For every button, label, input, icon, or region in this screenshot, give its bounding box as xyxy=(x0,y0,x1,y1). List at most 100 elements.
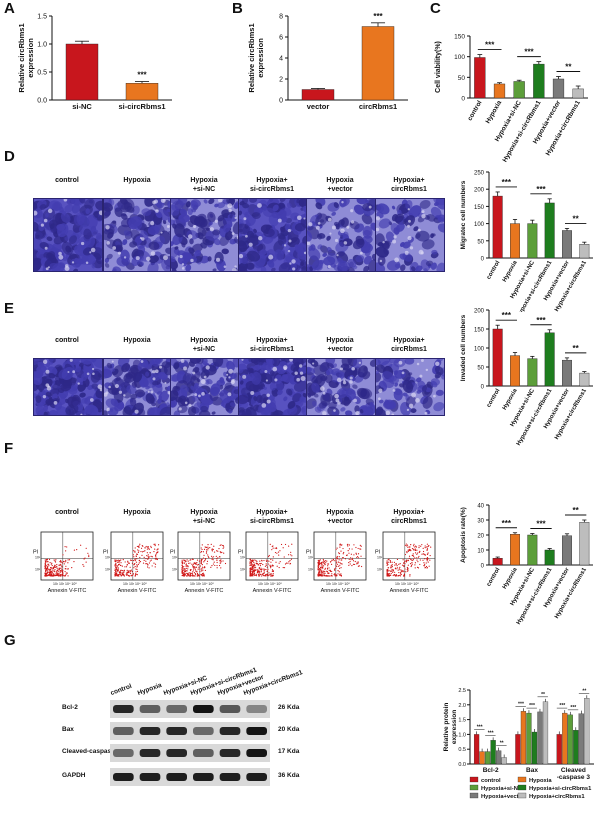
event-dot xyxy=(201,567,203,570)
group-header: Hypoxia+ si-circRbms1 xyxy=(250,509,294,525)
flow-tick: 10³ xyxy=(35,555,41,559)
cell-blob xyxy=(378,399,384,404)
cell-blob xyxy=(188,361,195,367)
event-dot xyxy=(131,574,134,576)
cell-blob xyxy=(182,372,193,385)
cell-blob xyxy=(114,207,123,218)
event-dot xyxy=(67,559,69,561)
y-axis-label: Relative protein xyxy=(443,703,450,752)
event-dot xyxy=(340,574,342,577)
event-dot xyxy=(59,571,62,573)
bar-control xyxy=(492,195,503,259)
event-dot xyxy=(137,551,140,553)
cell-blob xyxy=(97,373,102,378)
event-dot xyxy=(195,573,197,576)
cell-blob xyxy=(381,371,395,383)
event-dot xyxy=(212,556,215,558)
bar-circrbms1 xyxy=(361,26,395,101)
event-dot xyxy=(317,563,320,566)
pore-dot xyxy=(45,267,49,271)
event-dot xyxy=(418,551,420,553)
cell-blob xyxy=(307,366,312,374)
event-dot xyxy=(254,568,256,570)
cell-blob xyxy=(269,382,277,391)
event-dot xyxy=(328,569,330,571)
event-dot xyxy=(358,565,360,567)
event-dot xyxy=(338,552,340,554)
event-dot xyxy=(407,570,409,572)
pore-dot xyxy=(187,234,193,239)
event-dot xyxy=(212,559,214,561)
cell-blob xyxy=(48,410,58,415)
event-dot xyxy=(197,575,199,577)
event-dot xyxy=(270,565,272,567)
bar-hypoxia-si-nc xyxy=(527,223,538,259)
cell-blob xyxy=(62,385,67,389)
cell-blob xyxy=(232,359,239,368)
event-dot xyxy=(252,563,254,565)
event-dot xyxy=(250,568,252,571)
event-dot xyxy=(61,569,63,571)
event-dot xyxy=(335,562,338,564)
pore-dot xyxy=(261,403,267,408)
group-header: Hypoxia+ si-circRbms1 xyxy=(250,337,294,353)
pore-dot xyxy=(349,376,353,380)
event-dot xyxy=(126,569,128,571)
event-dot xyxy=(253,561,255,564)
cell-blob xyxy=(425,260,434,267)
event-dot xyxy=(288,554,290,556)
group-header: Hypoxia +si-NC xyxy=(190,177,218,193)
event-dot xyxy=(404,553,407,556)
cell-blob xyxy=(283,359,291,363)
panel-label-g: G xyxy=(4,632,16,649)
event-dot xyxy=(387,567,389,569)
event-dot xyxy=(46,574,48,577)
y-axis-label: expression xyxy=(451,710,458,744)
event-dot xyxy=(134,550,136,552)
cell-blob xyxy=(307,359,315,364)
event-dot xyxy=(67,562,69,564)
event-dot xyxy=(401,564,404,566)
cell-blob xyxy=(83,228,92,240)
flow-tick: 10² xyxy=(240,567,246,571)
event-dot xyxy=(123,574,125,577)
cell-blob xyxy=(352,265,358,270)
blot-band xyxy=(193,749,214,757)
event-dot xyxy=(352,563,355,565)
pore-dot xyxy=(346,225,350,229)
event-dot xyxy=(198,575,201,577)
event-dot xyxy=(258,571,261,573)
blot-band xyxy=(139,727,161,735)
event-dot xyxy=(256,569,258,571)
micrograph-texture xyxy=(307,199,375,271)
event-dot xyxy=(196,559,199,561)
event-dot xyxy=(222,547,224,549)
event-dot xyxy=(354,560,356,563)
event-dot xyxy=(123,571,125,573)
cell-blob xyxy=(173,362,180,370)
event-dot xyxy=(257,563,259,566)
significance-label: *** xyxy=(536,520,546,529)
event-dot xyxy=(329,575,331,577)
significance-label: ** xyxy=(565,63,572,72)
bar-hypoxia-si-nc xyxy=(527,358,538,387)
event-dot xyxy=(324,564,326,566)
event-dot xyxy=(424,563,426,565)
event-dot xyxy=(216,559,218,561)
event-dot xyxy=(271,575,273,577)
event-dot xyxy=(326,560,328,562)
event-dot xyxy=(272,547,274,549)
pore-dot xyxy=(420,359,424,362)
pore-dot xyxy=(92,372,95,376)
cell-blob xyxy=(241,359,253,365)
event-dot xyxy=(58,564,60,567)
event-dot xyxy=(257,571,259,573)
pore-dot xyxy=(67,370,70,373)
event-dot xyxy=(265,568,267,571)
event-dot xyxy=(121,565,123,567)
blot-band xyxy=(113,727,134,735)
cell-blob xyxy=(35,405,45,415)
panel-label-f: F xyxy=(4,440,14,457)
bar-hypoxia-vector xyxy=(562,535,572,566)
